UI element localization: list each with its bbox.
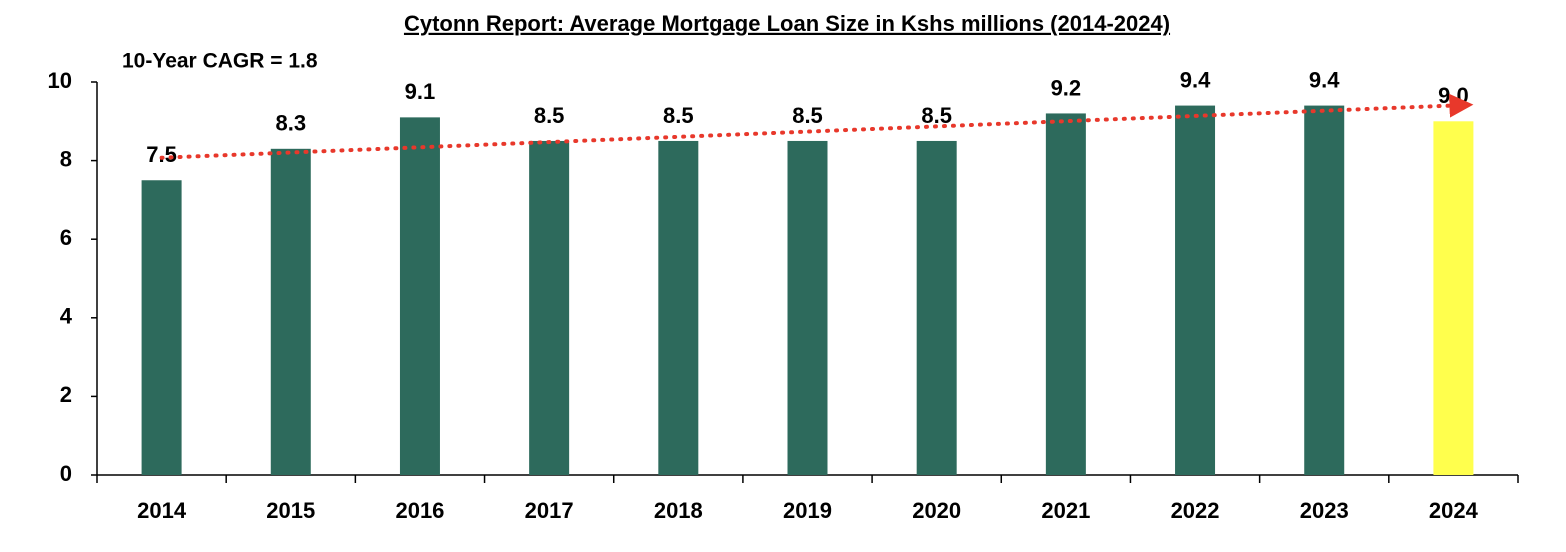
x-tick-label: 2024 <box>1429 498 1479 523</box>
value-label: 7.5 <box>146 142 177 167</box>
bar <box>916 140 957 475</box>
x-tick-label: 2020 <box>912 498 961 523</box>
bar <box>1175 105 1216 475</box>
x-tick-label: 2023 <box>1300 498 1349 523</box>
bar <box>1304 105 1345 475</box>
value-label: 8.3 <box>275 111 306 136</box>
value-label: 9.2 <box>1051 75 1082 100</box>
value-label: 9.4 <box>1180 67 1211 92</box>
value-label: 9.1 <box>405 79 436 104</box>
bar <box>787 140 828 475</box>
y-tick-label: 4 <box>60 304 73 329</box>
x-tick-label: 2019 <box>783 498 832 523</box>
value-label: 8.5 <box>921 103 952 128</box>
value-label: 9.0 <box>1438 83 1469 108</box>
bar <box>141 180 182 475</box>
y-tick-label: 2 <box>60 382 72 407</box>
bar <box>1433 121 1474 476</box>
y-tick-label: 6 <box>60 225 72 250</box>
annotation: 10-Year CAGR = 1.8 <box>122 50 318 73</box>
bar <box>529 140 570 475</box>
x-tick-label: 2017 <box>525 498 574 523</box>
y-tick-label: 10 <box>48 68 72 93</box>
y-tick-label: 0 <box>60 461 72 486</box>
trend-line <box>159 93 1474 160</box>
x-tick-label: 2014 <box>137 498 187 523</box>
chart-title: Cytonn Report: Average Mortgage Loan Siz… <box>404 11 1170 36</box>
bar <box>1045 113 1086 475</box>
bar <box>270 148 311 475</box>
value-label: 8.5 <box>792 103 823 128</box>
x-tick-label: 2018 <box>654 498 703 523</box>
value-label: 9.4 <box>1309 67 1340 92</box>
bar <box>399 117 440 476</box>
bar <box>658 140 699 475</box>
x-tick-label: 2022 <box>1171 498 1220 523</box>
value-label: 8.5 <box>534 103 565 128</box>
x-tick-label: 2015 <box>266 498 315 523</box>
y-tick-label: 8 <box>60 146 72 171</box>
x-tick-label: 2016 <box>395 498 444 523</box>
value-label: 8.5 <box>663 103 694 128</box>
x-tick-label: 2021 <box>1041 498 1090 523</box>
